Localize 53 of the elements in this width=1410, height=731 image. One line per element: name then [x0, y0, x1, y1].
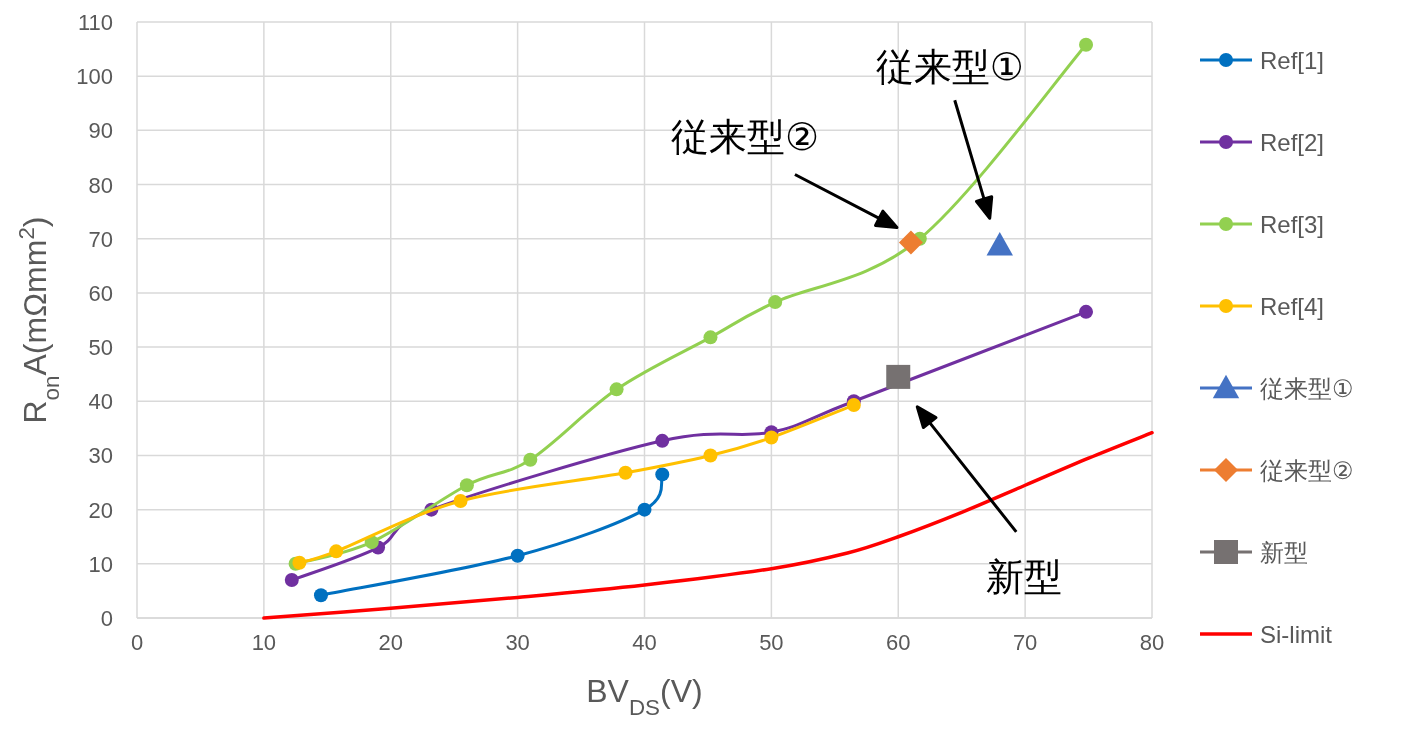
y-tick-label: 10	[88, 551, 113, 577]
legend-label: 新型	[1260, 539, 1308, 566]
legend-label: Ref[1]	[1260, 47, 1325, 74]
point	[703, 448, 718, 463]
x-tick-label: 60	[886, 630, 911, 655]
point	[1079, 37, 1094, 52]
y-tick-label: 30	[88, 443, 113, 469]
y-tick-label: 70	[88, 226, 113, 252]
legend-label: Si-limit	[1260, 621, 1333, 648]
legend-label: Ref[2]	[1260, 129, 1325, 156]
annotation: 従来型①	[875, 46, 1024, 89]
x-tick-label: 30	[505, 630, 530, 655]
x-tick-label: 20	[378, 630, 403, 655]
x-tick-label: 0	[130, 630, 144, 655]
legend-label: 従来型②	[1260, 457, 1354, 484]
x-tick-label: 70	[1012, 630, 1038, 655]
y-tick-label: 90	[88, 118, 113, 144]
point	[618, 465, 633, 480]
point	[329, 544, 344, 559]
y-tick-label: 80	[88, 172, 113, 198]
point	[1079, 304, 1094, 319]
y-tick-label: 50	[88, 335, 113, 361]
point	[703, 330, 718, 345]
point	[655, 433, 670, 448]
x-tick-label: 40	[632, 630, 657, 655]
y-tick-label: 0	[100, 606, 113, 631]
point	[453, 493, 468, 508]
y-tick-label: 110	[77, 10, 113, 35]
y-tick-label: 20	[88, 497, 113, 523]
point	[510, 548, 525, 563]
point	[768, 295, 783, 310]
annotation: 従来型②	[670, 115, 819, 158]
y-tick-label: 100	[76, 64, 113, 90]
point	[846, 398, 861, 413]
y-tick-label: 60	[88, 280, 113, 306]
x-tick-label: 80	[1139, 630, 1165, 655]
point	[655, 467, 670, 482]
x-tick-label: 50	[759, 630, 784, 655]
point	[523, 452, 538, 467]
point	[292, 555, 307, 570]
point	[609, 382, 624, 397]
legend-label: 従来型①	[1260, 375, 1354, 402]
annotation: 新型	[986, 555, 1063, 598]
point	[764, 430, 779, 445]
y-tick-label: 40	[88, 389, 113, 415]
point	[313, 588, 328, 603]
x-tick-label: 10	[251, 630, 277, 655]
legend-label: Ref[3]	[1260, 211, 1325, 238]
point	[637, 502, 652, 517]
x-axis-title: BV$_{DS}$(V)	[586, 673, 703, 720]
legend-label: Ref[4]	[1260, 293, 1325, 320]
point	[459, 478, 474, 493]
point	[284, 573, 299, 588]
